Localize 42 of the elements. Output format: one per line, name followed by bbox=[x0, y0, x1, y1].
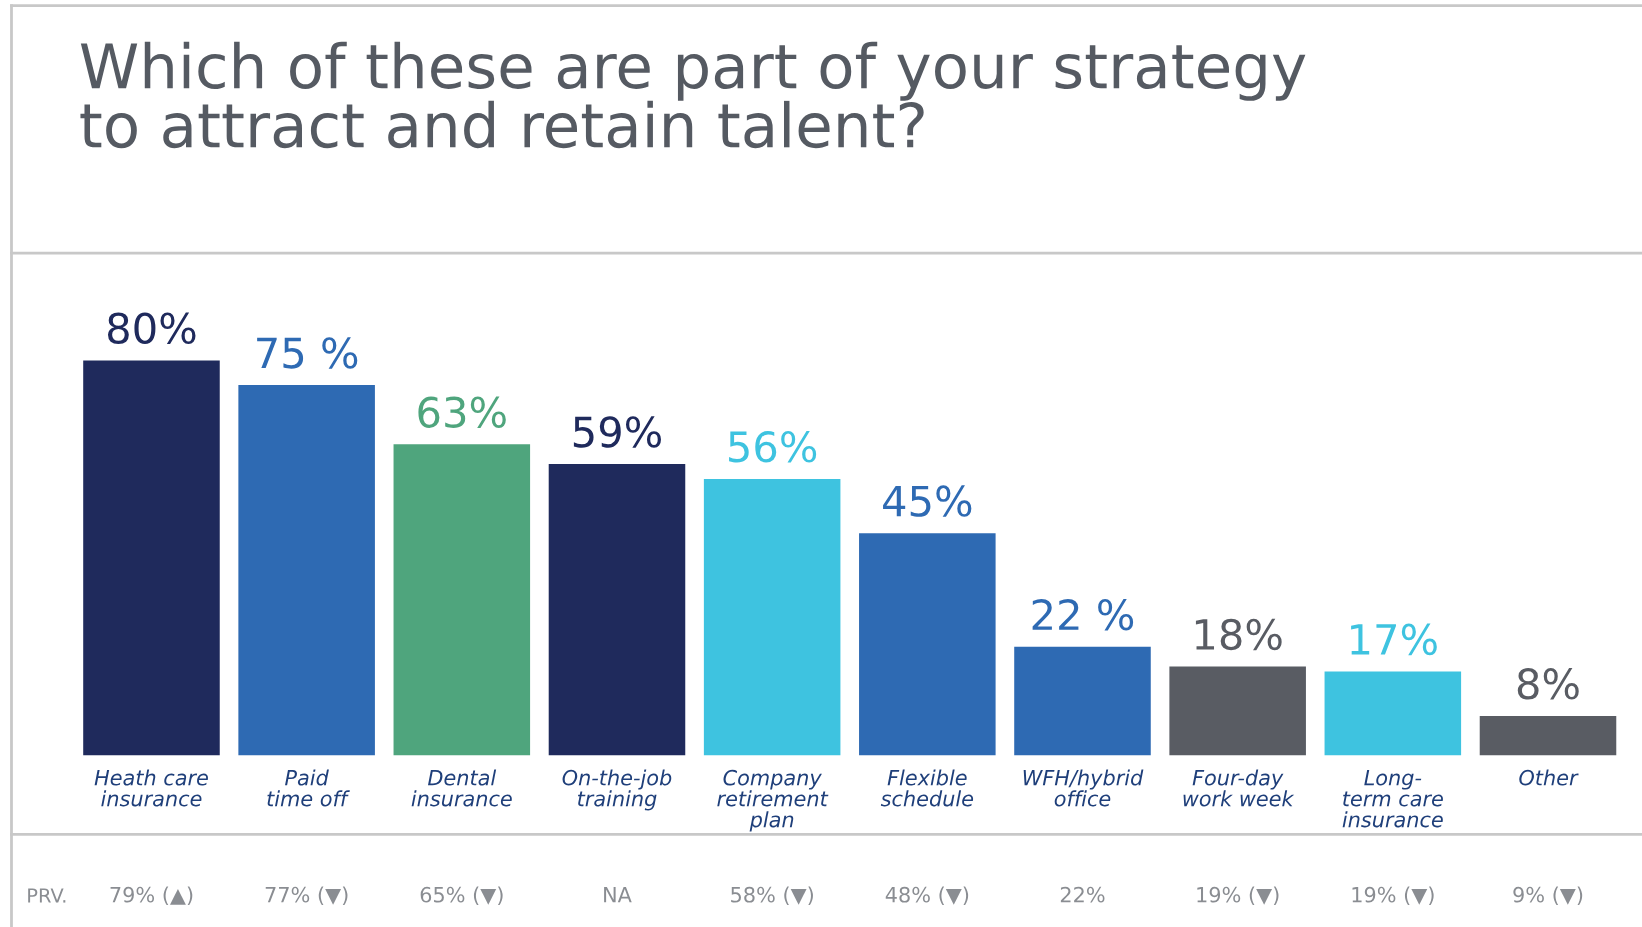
text: 19% (▼) bbox=[1352, 886, 1434, 906]
chart-title: Which of these are part of your strategy to attract and retain talent? bbox=[80, 41, 1306, 149]
x-tick-label: Heath care insurance bbox=[94, 769, 208, 807]
x-tick-label: WFH/hybrid office bbox=[1023, 769, 1144, 807]
data-label: 8% bbox=[1517, 668, 1579, 700]
bar bbox=[548, 464, 686, 756]
text: 58% (▼) bbox=[731, 886, 813, 906]
data-label: 63% bbox=[418, 396, 506, 428]
bar bbox=[393, 444, 531, 756]
bar bbox=[83, 360, 220, 756]
x-tick-label: Company retirement plan bbox=[717, 769, 829, 832]
text: 22% bbox=[1060, 886, 1105, 903]
text: 48% (▼) bbox=[885, 886, 969, 906]
text: 19% (▼) bbox=[1197, 886, 1279, 906]
data-label: 22 % bbox=[1032, 598, 1134, 631]
x-tick-label: Four-day work week bbox=[1183, 769, 1295, 807]
bar bbox=[238, 385, 375, 756]
bar bbox=[703, 478, 841, 756]
x-tick-label: Long- term care insurance bbox=[1342, 770, 1443, 828]
data-label: 59% bbox=[573, 416, 661, 448]
x-tick-label: On-the-job training bbox=[562, 769, 672, 811]
x-tick-label: Dental insurance bbox=[411, 769, 512, 807]
x-tick-label: Other bbox=[1519, 769, 1579, 786]
data-label: 18% bbox=[1195, 618, 1282, 651]
data-label: 45% bbox=[883, 485, 972, 517]
text: 65% (▼) bbox=[420, 886, 503, 906]
text: NA bbox=[604, 887, 632, 903]
data-label: 75 % bbox=[257, 337, 358, 369]
x-tick-label: Paid time off bbox=[267, 769, 350, 807]
data-label: 17% bbox=[1351, 623, 1437, 656]
text: PRV. bbox=[28, 888, 66, 903]
bar bbox=[1324, 671, 1462, 756]
bar bbox=[1014, 646, 1151, 756]
bar bbox=[1169, 666, 1306, 756]
text: 79% (▲) bbox=[110, 886, 193, 906]
bar bbox=[859, 533, 996, 756]
text: 9% (▼) bbox=[1513, 886, 1583, 906]
x-tick-label: Flexible schedule bbox=[880, 769, 974, 807]
data-label: 56% bbox=[729, 431, 817, 463]
bar bbox=[1479, 715, 1617, 756]
data-label: 80% bbox=[107, 312, 196, 344]
text: 77% (▼) bbox=[265, 886, 348, 906]
